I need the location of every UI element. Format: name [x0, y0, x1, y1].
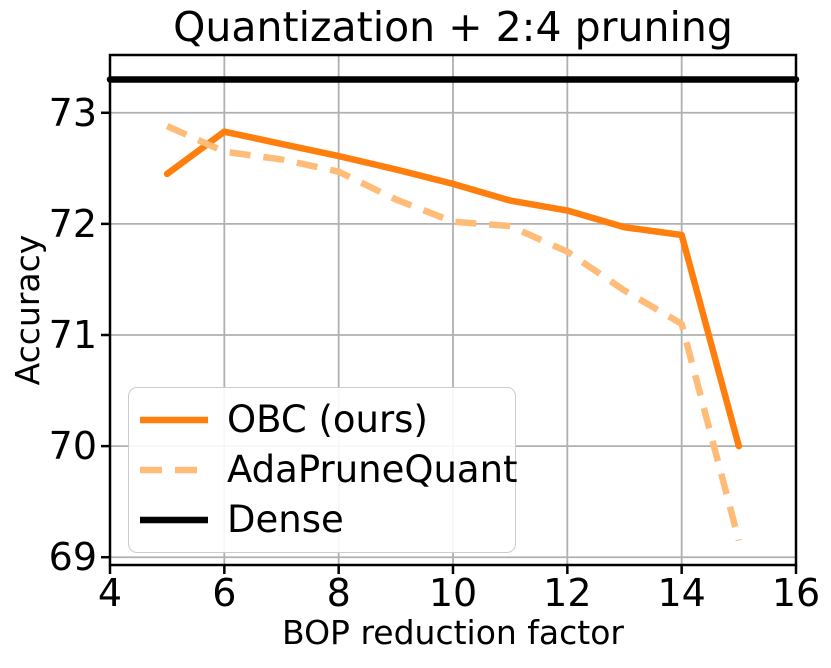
x-tick-label: 4: [98, 571, 122, 615]
legend-label-dense: Dense: [227, 497, 344, 541]
chart-title: Quantization + 2:4 pruning: [173, 3, 733, 51]
x-tick-label: 8: [327, 571, 351, 615]
x-tick-label: 12: [543, 571, 591, 615]
legend-item-dense: Dense: [129, 497, 515, 541]
legend-line-sample-icon: [140, 466, 208, 474]
legend-line-sample-icon: [140, 416, 208, 424]
y-tick-label: 72: [49, 202, 97, 246]
x-tick-label: 6: [212, 571, 236, 615]
y-tick-label: 71: [49, 313, 97, 357]
x-tick-label: 10: [429, 571, 477, 615]
legend: OBC (ours) AdaPruneQuant Dense: [128, 387, 518, 553]
y-tick-label: 69: [49, 535, 97, 579]
x-axis-label: BOP reduction factor: [282, 613, 624, 652]
axes: 4 6 8 10 12 14 16 69 70 71 72 73: [49, 53, 820, 615]
y-tick-label: 70: [49, 424, 97, 468]
y-axis-label: Accuracy: [8, 235, 47, 386]
y-tick-label: 73: [49, 91, 97, 135]
legend-label-adaprunequant: AdaPruneQuant: [227, 447, 518, 491]
series-line-obc-ours: [163, 128, 743, 450]
series-line-adaprunequant: [165, 123, 742, 542]
legend-label-obc-ours: OBC (ours): [227, 397, 428, 441]
legend-item-obc-ours: OBC (ours): [129, 397, 515, 441]
x-tick-label: 14: [657, 571, 705, 615]
x-tick-label: 16: [772, 571, 820, 615]
data-series: [106, 76, 800, 542]
legend-item-adaprunequant: AdaPruneQuant: [129, 447, 518, 491]
legend-line-sample-icon: [140, 516, 208, 524]
